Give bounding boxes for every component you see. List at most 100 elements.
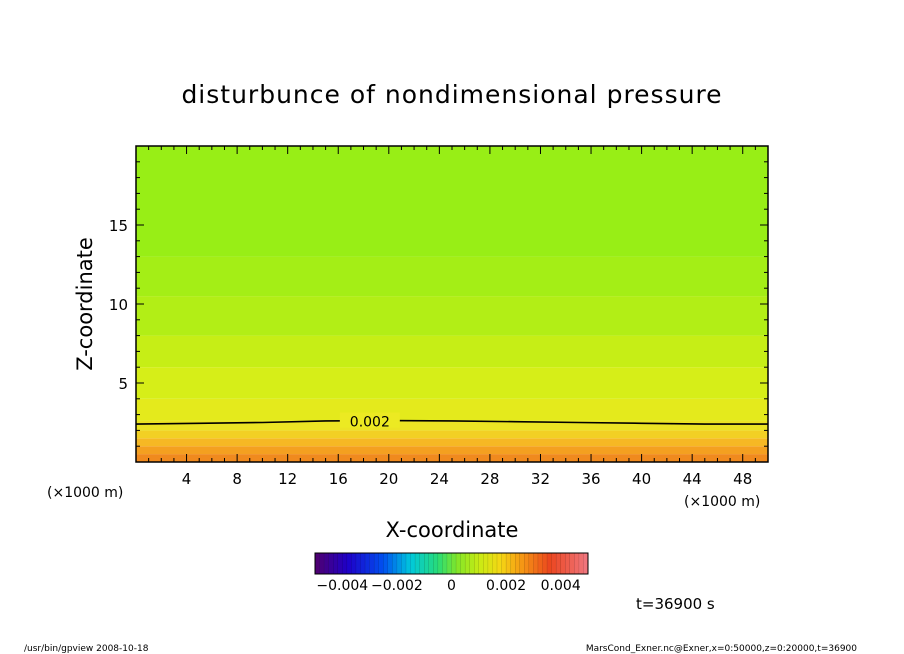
x-tick-label: 36 [581, 470, 600, 488]
colorbar-cell [392, 552, 398, 575]
colorbar-cell [542, 552, 548, 575]
colorbar-cell [487, 552, 493, 575]
colorbar-cell [451, 552, 457, 575]
color-band-8 [136, 296, 768, 336]
y-axis-ticks: 5 10 15 [109, 161, 768, 447]
x-unit-left: (×1000 m) [47, 485, 123, 501]
color-band-10 [136, 146, 768, 257]
colorbar-cell [455, 552, 462, 575]
colorbar-tick-label: 0.004 [541, 578, 581, 594]
contour-line [135, 419, 768, 425]
color-band-3 [136, 430, 768, 439]
colorbar-cell [524, 552, 530, 575]
colorbar-cell [437, 552, 443, 575]
footer-left: /usr/bin/gpview 2008-10-18 [24, 644, 149, 654]
colorbar-frame [314, 552, 589, 575]
x-tick-label: 4 [182, 470, 192, 488]
x-unit-right: (×1000 m) [684, 494, 760, 510]
time-label: t=36900 s [636, 595, 715, 613]
x-tick-label: 8 [232, 470, 242, 488]
y-tick-label: 10 [109, 296, 128, 314]
colorbar-cell [528, 552, 534, 575]
colorbar-cell [496, 552, 503, 575]
colorbar-cell [319, 552, 325, 575]
colorbar-cell [414, 552, 421, 575]
contour-line-group: 0.002 [135, 412, 768, 431]
colorbar-cell [314, 552, 321, 575]
colorbar-cell [405, 552, 412, 575]
color-band-6 [136, 367, 768, 399]
color-band-2 [136, 438, 768, 447]
colorbar-cell [328, 552, 334, 575]
colorbar-cell [424, 552, 430, 575]
colorbar-cell [410, 552, 416, 575]
x-tick-label: 44 [683, 470, 702, 488]
x-tick-label: 40 [632, 470, 651, 488]
colorbar-cell [360, 552, 366, 575]
x-tick-label: 24 [430, 470, 449, 488]
y-tick-label: 5 [118, 375, 128, 393]
x-tick-label: 32 [531, 470, 550, 488]
colorbar-cell [387, 552, 393, 575]
colorbar-tick-labels: −0.004 −0.002 0 0.002 0.004 [316, 578, 580, 594]
colorbar-cell [442, 552, 448, 575]
color-band-1 [136, 446, 768, 455]
colorbar-cell [369, 552, 375, 575]
colorbar-cell [510, 552, 516, 575]
colorbar-cell [478, 552, 484, 575]
x-tick-label: 28 [480, 470, 499, 488]
colorbar-cell [346, 552, 352, 575]
colorbar-cell [555, 552, 562, 575]
colorbar-cell [364, 552, 371, 575]
colorbar-cell [565, 552, 571, 575]
colorbar-cell [560, 552, 566, 575]
colorbar-cell [446, 552, 453, 575]
colorbar-cell [433, 552, 439, 575]
colorbar-cell [460, 552, 466, 575]
colorbar-cell [574, 552, 580, 575]
colorbar-cell [351, 552, 357, 575]
colorbar-cell [546, 552, 553, 575]
colorbar-cell [396, 552, 402, 575]
colorbar-tick-label: −0.002 [371, 578, 423, 594]
colorbar-cell [337, 552, 343, 575]
contour-label-bg [339, 412, 400, 428]
colorbar-cell [519, 552, 525, 575]
colorbar-cell [378, 552, 384, 575]
color-fill-bands [136, 146, 768, 462]
colorbar-cell [428, 552, 434, 575]
colorbar-cell [501, 552, 507, 575]
colorbar-cell [474, 552, 480, 575]
colorbar-cell [533, 552, 539, 575]
footer-right: MarsCond_Exner.nc@Exner,x=0:50000,z=0:20… [586, 644, 857, 654]
x-tick-label: 20 [379, 470, 398, 488]
x-axis-ticks: 4 8 12 16 20 24 28 32 36 40 44 48 [148, 146, 756, 488]
colorbar-cell [578, 552, 584, 575]
colorbar-cell [383, 552, 389, 575]
colorbar-cell [537, 552, 544, 575]
colorbar-cell [419, 552, 425, 575]
y-axis-label: Z-coordinate [73, 237, 97, 371]
color-band-5 [136, 398, 768, 421]
x-tick-label: 12 [278, 470, 297, 488]
color-band-4 [136, 420, 768, 431]
x-axis-label: X-coordinate [386, 518, 519, 542]
colorbar-cell [373, 552, 380, 575]
x-tick-label: 16 [329, 470, 348, 488]
colorbar-tick-label: −0.004 [316, 578, 368, 594]
colorbar [314, 552, 589, 575]
colorbar-tick-label: 0 [447, 578, 456, 594]
y-tick-label: 15 [109, 217, 128, 235]
colorbar-cell [569, 552, 575, 575]
colorbar-cell [464, 552, 471, 575]
chart-title: disturbunce of nondimensional pressure [181, 80, 722, 109]
colorbar-cell [401, 552, 407, 575]
colorbar-tick-label: 0.002 [486, 578, 526, 594]
colorbar-cell [323, 552, 330, 575]
color-band-9 [136, 256, 768, 297]
colorbar-cell [505, 552, 512, 575]
colorbar-cell [342, 552, 348, 575]
colorbar-cell [469, 552, 475, 575]
colorbar-cell [355, 552, 362, 575]
